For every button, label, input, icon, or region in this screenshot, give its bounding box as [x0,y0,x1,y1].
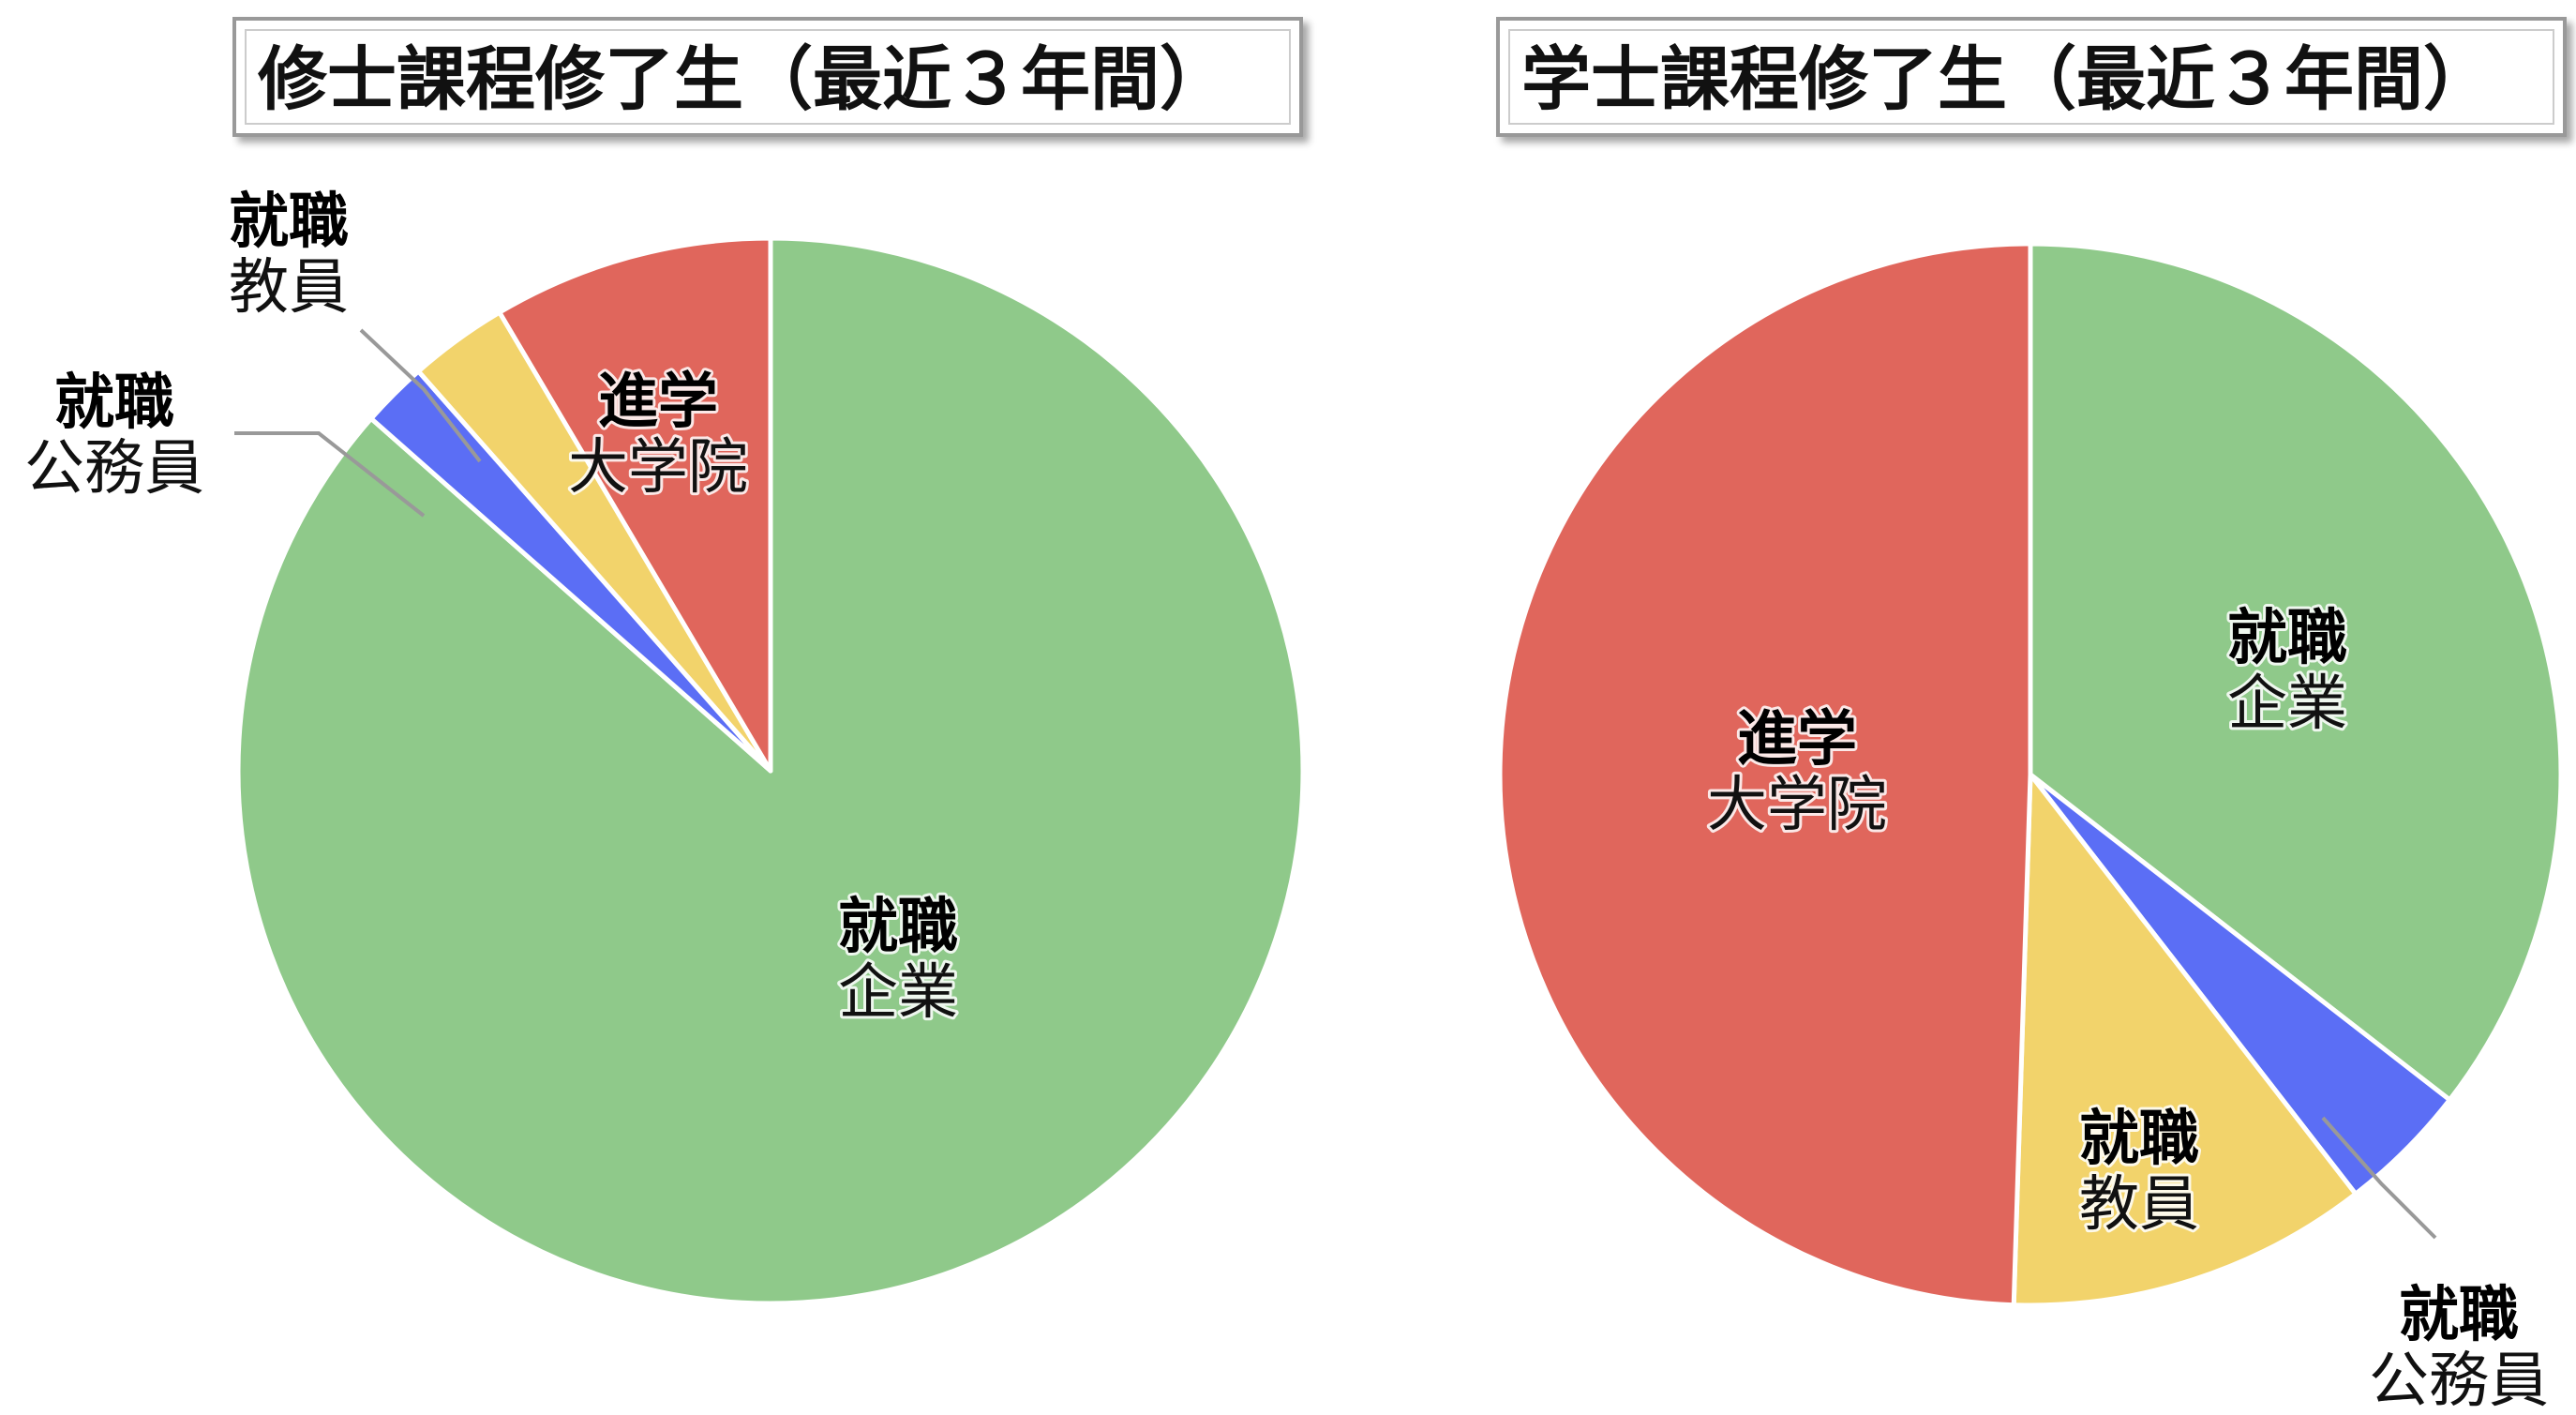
master-chart-title: 修士課程修了生（最近３年間） [258,39,1229,120]
pie-slices [235,235,1306,1306]
slice-category-label-civil-service: 就職 [54,369,174,438]
leader-line-civil-service [234,431,426,518]
slice-category-label-graduate-school: 進学 [598,368,718,437]
pie-slices [1497,241,2564,1308]
pie-slice-graduate-school [497,235,773,774]
master-chart-title-box: 修士課程修了生（最近３年間） [232,17,1303,137]
slice-label-company: 企業 [2227,670,2347,739]
bachelor-chart-title-box: 学士課程修了生（最近３年間） [1496,17,2567,137]
slice-label-teacher: 教員 [229,253,349,323]
pie-slice-graduate-school [1497,241,2033,1308]
slice-category-label-teacher: 就職 [2079,1105,2199,1174]
bachelor-chart-title: 学士課程修了生（最近３年間） [1521,39,2493,120]
slice-label-civil-service: 公務員 [24,434,204,504]
slice-label-graduate-school: 大学院 [568,433,748,503]
slice-category-label-company: 就職 [2227,604,2347,673]
slice-label-company: 企業 [838,958,958,1028]
slice-label-civil-service: 公務員 [2369,1347,2549,1415]
slice-category-label-company: 就職 [838,893,958,962]
leader-line-teacher [359,328,482,463]
slice-category-label-civil-service: 就職 [2399,1281,2519,1350]
slice-label-graduate-school: 大学院 [1707,771,1887,840]
pie-slice-company [2028,241,2564,1103]
slice-category-label-graduate-school: 進学 [1737,705,1857,775]
slice-label-teacher: 教員 [2079,1170,2199,1240]
pie-slice-teacher [2011,772,2359,1308]
slice-category-label-teacher: 就職 [229,188,349,257]
leader-line-civil-service [2321,1116,2437,1240]
